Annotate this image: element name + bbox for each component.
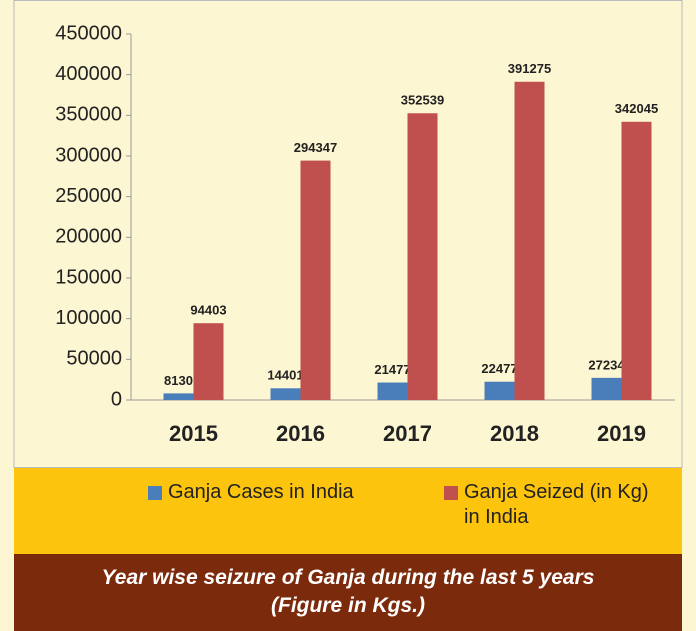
bar: [514, 81, 545, 400]
legend: Ganja Cases in India Ganja Seized (in Kg)…: [14, 468, 682, 554]
x-tick-label: 2019: [597, 421, 646, 446]
data-label: 342045: [615, 101, 658, 116]
data-label: 94403: [190, 303, 226, 318]
y-tick-label: 400000: [55, 63, 122, 85]
x-tick-label: 2016: [276, 421, 325, 446]
y-tick-label: 200000: [55, 226, 122, 248]
x-tick-label: 2015: [169, 421, 218, 446]
bar: [377, 382, 408, 400]
bar: [591, 377, 622, 400]
bar: [193, 323, 224, 400]
chart-subtitle: (Figure in Kgs.): [271, 594, 425, 617]
y-tick-label: 150000: [55, 266, 122, 288]
caption: Year wise seizure of Ganja during the la…: [14, 554, 682, 631]
legend-item: Ganja Cases in India: [148, 480, 358, 505]
data-label: 14401: [267, 368, 303, 383]
chart-title: Year wise seizure of Ganja during the la…: [101, 566, 595, 589]
data-label: 352539: [401, 93, 444, 108]
bar: [484, 381, 515, 400]
bar: [270, 388, 301, 400]
data-label: 294347: [294, 140, 337, 155]
chart: 0 50000 100000 150000 200000 250000 300000 3500…: [13, 0, 683, 468]
y-tick-label: 250000: [55, 185, 122, 207]
legend-item: Ganja Seized (in Kg) in India: [444, 480, 654, 530]
y-tick-label: 300000: [55, 144, 122, 166]
bar: [621, 121, 652, 400]
data-label: 391275: [508, 61, 551, 76]
data-label: 27234: [588, 357, 625, 372]
legend-swatch: [444, 486, 458, 500]
bar: [300, 160, 331, 400]
bar: [407, 113, 438, 400]
legend-label: Ganja Seized (in Kg) in India: [464, 481, 649, 528]
x-tick-label: 2018: [490, 421, 539, 446]
data-label: 8130: [164, 373, 193, 388]
legend-swatch: [148, 486, 162, 500]
y-tick-label: 50000: [66, 348, 122, 370]
y-tick-label: 450000: [55, 22, 122, 44]
y-tick-label: 350000: [55, 104, 122, 126]
bar: [163, 393, 194, 400]
plot-border: [13, 0, 683, 468]
data-label: 21477: [374, 362, 410, 377]
x-tick-label: 2017: [383, 421, 432, 446]
legend-label: Ganja Cases in India: [168, 481, 354, 503]
data-label: 22477: [481, 361, 517, 376]
y-tick-label: 100000: [55, 307, 122, 329]
y-tick-label: 0: [111, 388, 122, 410]
